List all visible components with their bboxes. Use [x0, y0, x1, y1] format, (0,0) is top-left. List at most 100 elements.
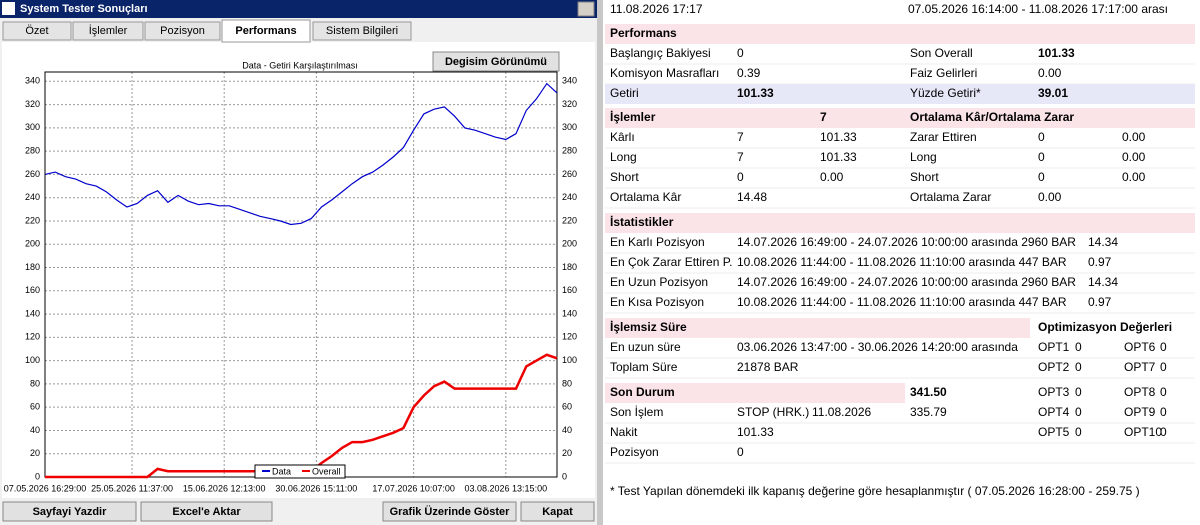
tab[interactable]: [72, 21, 144, 41]
chart-panel: [2, 42, 595, 498]
report-cell: 0: [1160, 425, 1167, 439]
report-cell: 101.33: [737, 86, 774, 100]
y-tick-label: 80: [30, 378, 40, 388]
report-cell: OPT5: [1038, 425, 1070, 439]
report-cell: 14.34: [1088, 235, 1118, 249]
y2-tick-label: 140: [562, 308, 577, 318]
section-header: [605, 24, 1195, 44]
y-tick-label: 0: [35, 471, 40, 481]
report-cell: 0: [1075, 385, 1082, 399]
view-button-label[interactable]: Degisim Görünümü: [445, 56, 547, 68]
y-tick-label: 20: [30, 448, 40, 458]
report-cell: Komisyon Masrafları: [610, 66, 719, 80]
report-cell: 07.05.2026 16:14:00 - 11.08.2026 17:17:0…: [908, 2, 1168, 16]
y2-tick-label: 80: [562, 378, 572, 388]
tab-label[interactable]: İşlemler: [89, 24, 128, 37]
report-cell: En uzun süre: [610, 340, 681, 354]
report-cell: Son İşlem: [610, 405, 663, 419]
y2-tick-label: 100: [562, 355, 577, 365]
legend: [254, 464, 346, 479]
tab[interactable]: [144, 21, 221, 41]
button[interactable]: [2, 501, 137, 522]
report-cell: 0.00: [1038, 190, 1062, 204]
button-label[interactable]: Sayfayi Yazdir: [33, 506, 108, 518]
y2-tick-label: 240: [562, 192, 577, 202]
report-cell: Pozisyon: [610, 445, 659, 459]
report-cell: En Kısa Pozisyon: [610, 295, 704, 309]
title-bar: [0, 0, 597, 18]
y-tick-label: 140: [25, 308, 40, 318]
report-cell: 39.01: [1038, 86, 1068, 100]
x-tick-label: 17.07.2026 10:07:00: [372, 483, 455, 493]
report-cell: Getiri: [610, 86, 639, 100]
button-label[interactable]: Kapat: [542, 506, 573, 518]
x-tick-label: 25.05.2026 11:37:00: [91, 483, 173, 493]
tab[interactable]: [2, 21, 72, 41]
report-cell: 0: [737, 170, 744, 184]
tab-label[interactable]: Performans: [235, 25, 296, 37]
y-tick-label: 60: [30, 402, 40, 412]
report-cell: 0.00: [820, 170, 844, 184]
report-cell: En Uzun Pozisyon: [610, 275, 708, 289]
series-line: [44, 82, 558, 226]
y-tick-label: 220: [25, 215, 40, 225]
y-tick-label: 40: [30, 425, 40, 435]
report-cell: 14.34: [1088, 275, 1118, 289]
report-cell: İşlemsiz Süre: [610, 319, 687, 334]
y2-tick-label: 20: [562, 448, 572, 458]
y2-tick-label: 260: [562, 169, 577, 179]
report-cell: Nakit: [610, 425, 638, 439]
button-label[interactable]: Grafik Üzerinde Göster: [390, 505, 511, 518]
y2-tick-label: 280: [562, 146, 577, 156]
y-tick-label: 160: [25, 285, 40, 295]
report-cell: 101.33: [737, 425, 774, 439]
report-cell: En Çok Zarar Ettiren P.: [610, 255, 733, 269]
report-cell: 0.00: [1122, 170, 1146, 184]
tab-label[interactable]: Sistem Bilgileri: [326, 25, 398, 37]
report-cell: Ortalama Zarar: [910, 190, 991, 204]
report-cell: 0: [1075, 340, 1082, 354]
report-cell: 14.07.2026 16:49:00 - 24.07.2026 10:00:0…: [737, 235, 1076, 249]
x-tick-label: 07.05.2026 16:29:00: [4, 483, 87, 493]
report-cell: 11.08.2026 17:17: [610, 2, 703, 16]
button-label[interactable]: Excel'e Aktar: [172, 506, 241, 518]
section-header: [605, 318, 1030, 338]
button[interactable]: [382, 501, 517, 522]
report-cell: 11.08.2026: [812, 405, 871, 419]
tab[interactable]: [221, 19, 311, 43]
report-cell: 101.33: [820, 130, 857, 144]
y-tick-label: 120: [25, 332, 40, 342]
tab-label[interactable]: Pozisyon: [160, 25, 205, 37]
report-cell: 0: [1160, 360, 1167, 374]
report-cell: Son Durum: [610, 385, 675, 399]
y2-tick-label: 320: [562, 99, 577, 109]
report-cell: Zarar Ettiren: [910, 130, 977, 144]
report-cell: OPT6: [1124, 340, 1156, 354]
window-title: System Tester Sonuçları: [20, 3, 148, 15]
report-cell: Long: [910, 150, 937, 164]
report-cell: 0: [737, 46, 744, 60]
report-cell: 14.48: [737, 190, 767, 204]
legend-label: Overall: [312, 466, 341, 476]
view-button[interactable]: [432, 51, 560, 72]
report-cell: 0: [737, 445, 744, 459]
button[interactable]: [140, 501, 273, 522]
report-cell: 0.39: [737, 66, 761, 80]
report-cell: 7: [737, 130, 744, 144]
report-cell: Başlangıç Bakiyesi: [610, 46, 711, 60]
y2-tick-label: 0: [562, 471, 567, 481]
tab[interactable]: [312, 21, 412, 41]
button[interactable]: [520, 501, 595, 522]
report-cell: İşlemler: [610, 109, 656, 124]
close-button[interactable]: [577, 1, 595, 17]
report-cell: Yüzde Getiri*: [910, 86, 981, 100]
report-cell: Kârlı: [610, 130, 635, 144]
y-tick-label: 280: [25, 146, 40, 156]
section-header: [605, 84, 1195, 104]
tab-label[interactable]: Özet: [25, 25, 48, 37]
report-cell: STOP (HRK.): [737, 405, 809, 419]
report-cell: 341.50: [910, 385, 947, 399]
y2-tick-label: 180: [562, 262, 577, 272]
report-cell: 101.33: [1038, 46, 1075, 60]
